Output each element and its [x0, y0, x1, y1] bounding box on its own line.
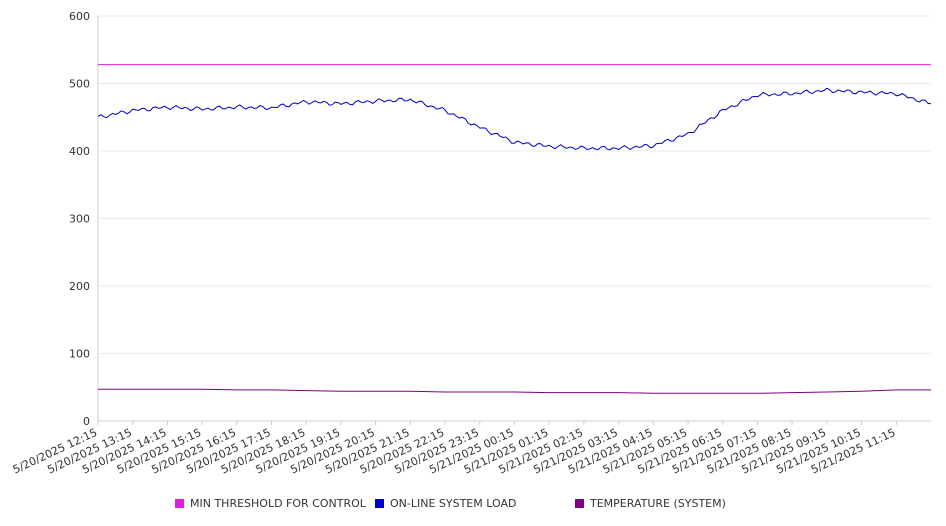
legend-item-online-system-load[interactable]: ON-LINE SYSTEM LOAD: [375, 497, 516, 510]
y-tick-label: 0: [83, 415, 90, 428]
legend-item-min-threshold[interactable]: MIN THRESHOLD FOR CONTROL: [175, 497, 366, 510]
legend-swatch: [175, 499, 184, 508]
x-axis: 5/20/2025 12:155/20/2025 13:155/20/2025 …: [11, 420, 931, 476]
legend-label: TEMPERATURE (SYSTEM): [590, 497, 726, 510]
y-tick-label: 200: [69, 280, 90, 293]
y-tick-label: 600: [69, 10, 90, 23]
y-tick-label: 300: [69, 213, 90, 226]
series-line-2: [98, 388, 931, 394]
legend-label: ON-LINE SYSTEM LOAD: [390, 497, 517, 510]
y-tick-label: 100: [69, 348, 90, 361]
series-lines: [97, 64, 932, 394]
legend-swatch: [375, 499, 384, 508]
legend-label: MIN THRESHOLD FOR CONTROL: [190, 497, 366, 510]
legend-item-temperature[interactable]: TEMPERATURE (SYSTEM): [575, 497, 726, 510]
y-tick-label: 400: [69, 145, 90, 158]
legend: MIN THRESHOLD FOR CONTROL ON-LINE SYSTEM…: [0, 497, 946, 515]
series-line-1: [97, 87, 932, 151]
grid-lines: [98, 15, 931, 422]
legend-swatch: [575, 499, 584, 508]
y-tick-label: 500: [69, 78, 90, 91]
y-axis: 0 100 200 300 400 500 600: [69, 10, 99, 428]
